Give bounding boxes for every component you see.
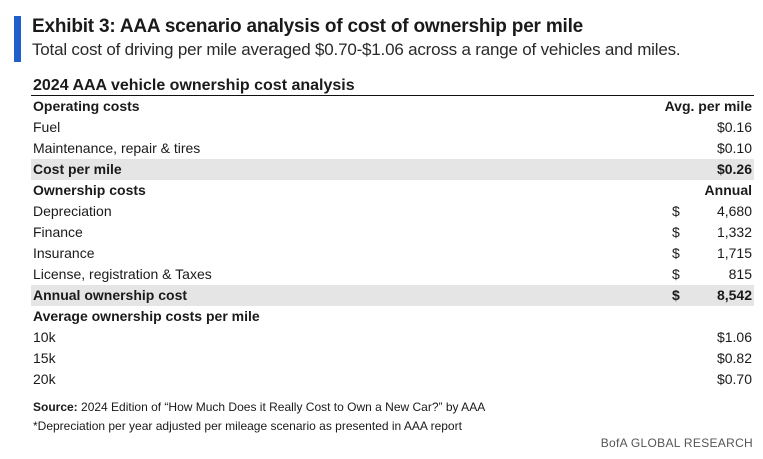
brand-label: BofA GLOBAL RESEARCH [600, 436, 753, 450]
row-currency: $ [672, 245, 680, 261]
row-value: $1.06 [716, 329, 752, 345]
table-row: 15k $0.82 [31, 348, 754, 369]
row-label: Insurance [33, 245, 95, 261]
source-note: Source: 2024 Edition of “How Much Does i… [33, 400, 485, 414]
row-value: 4,680 [716, 203, 752, 219]
exhibit-title: Exhibit 3: AAA scenario analysis of cost… [32, 16, 584, 37]
table-row-annual-total: Annual ownership cost $ 8,542 [31, 285, 754, 306]
table-row: Insurance $ 1,715 [31, 243, 754, 264]
row-label: License, registration & Taxes [33, 266, 212, 282]
exhibit-subtitle: Total cost of driving per mile averaged … [32, 40, 681, 59]
table-title: 2024 AAA vehicle ownership cost analysis [31, 74, 754, 96]
row-label: Ownership costs [33, 182, 146, 198]
row-currency: $ [672, 224, 680, 240]
row-label: Operating costs [33, 98, 140, 114]
cost-table: 2024 AAA vehicle ownership cost analysis… [31, 74, 754, 390]
row-value: 8,542 [716, 287, 752, 303]
accent-bar [14, 16, 21, 62]
row-currency: $ [672, 203, 680, 219]
row-value: 815 [728, 266, 752, 282]
row-label: Maintenance, repair & tires [33, 140, 201, 156]
row-label: Cost per mile [33, 161, 122, 177]
table-row: 10k $1.06 [31, 327, 754, 348]
row-label: Annual ownership cost [33, 287, 188, 303]
row-value: 1,715 [716, 245, 752, 261]
row-label: Average ownership costs per mile [33, 308, 260, 324]
table-row-operating-header: Operating costs Avg. per mile [31, 96, 754, 117]
row-label: Fuel [33, 119, 61, 135]
row-label: 10k [33, 329, 56, 345]
table-row-ownership-header: Ownership costs Annual [31, 180, 754, 201]
source-label: Source: [33, 400, 78, 414]
table-row: Maintenance, repair & tires $0.10 [31, 138, 754, 159]
footnote: *Depreciation per year adjusted per mile… [33, 419, 462, 433]
table-row: Depreciation $ 4,680 [31, 201, 754, 222]
table-row: License, registration & Taxes $ 815 [31, 264, 754, 285]
row-currency: $ [672, 266, 680, 282]
row-value: $0.82 [716, 350, 752, 366]
source-text: 2024 Edition of “How Much Does it Really… [77, 400, 486, 414]
row-value: $0.10 [716, 140, 752, 156]
row-label: Finance [33, 224, 83, 240]
row-label: 20k [33, 371, 56, 387]
row-value: $0.70 [716, 371, 752, 387]
table-row-cost-per-mile: Cost per mile $0.26 [31, 159, 754, 180]
table-row: 20k $0.70 [31, 369, 754, 390]
row-currency: $ [672, 287, 680, 303]
row-value: Avg. per mile [664, 98, 752, 114]
row-value: Annual [704, 182, 752, 198]
row-value: $0.16 [716, 119, 752, 135]
row-value: 1,332 [716, 224, 752, 240]
table-row-per-mile-header: Average ownership costs per mile [31, 306, 754, 327]
row-label: Depreciation [33, 203, 112, 219]
table-row: Fuel $0.16 [31, 117, 754, 138]
table-row: Finance $ 1,332 [31, 222, 754, 243]
row-value: $0.26 [716, 161, 752, 177]
row-label: 15k [33, 350, 56, 366]
